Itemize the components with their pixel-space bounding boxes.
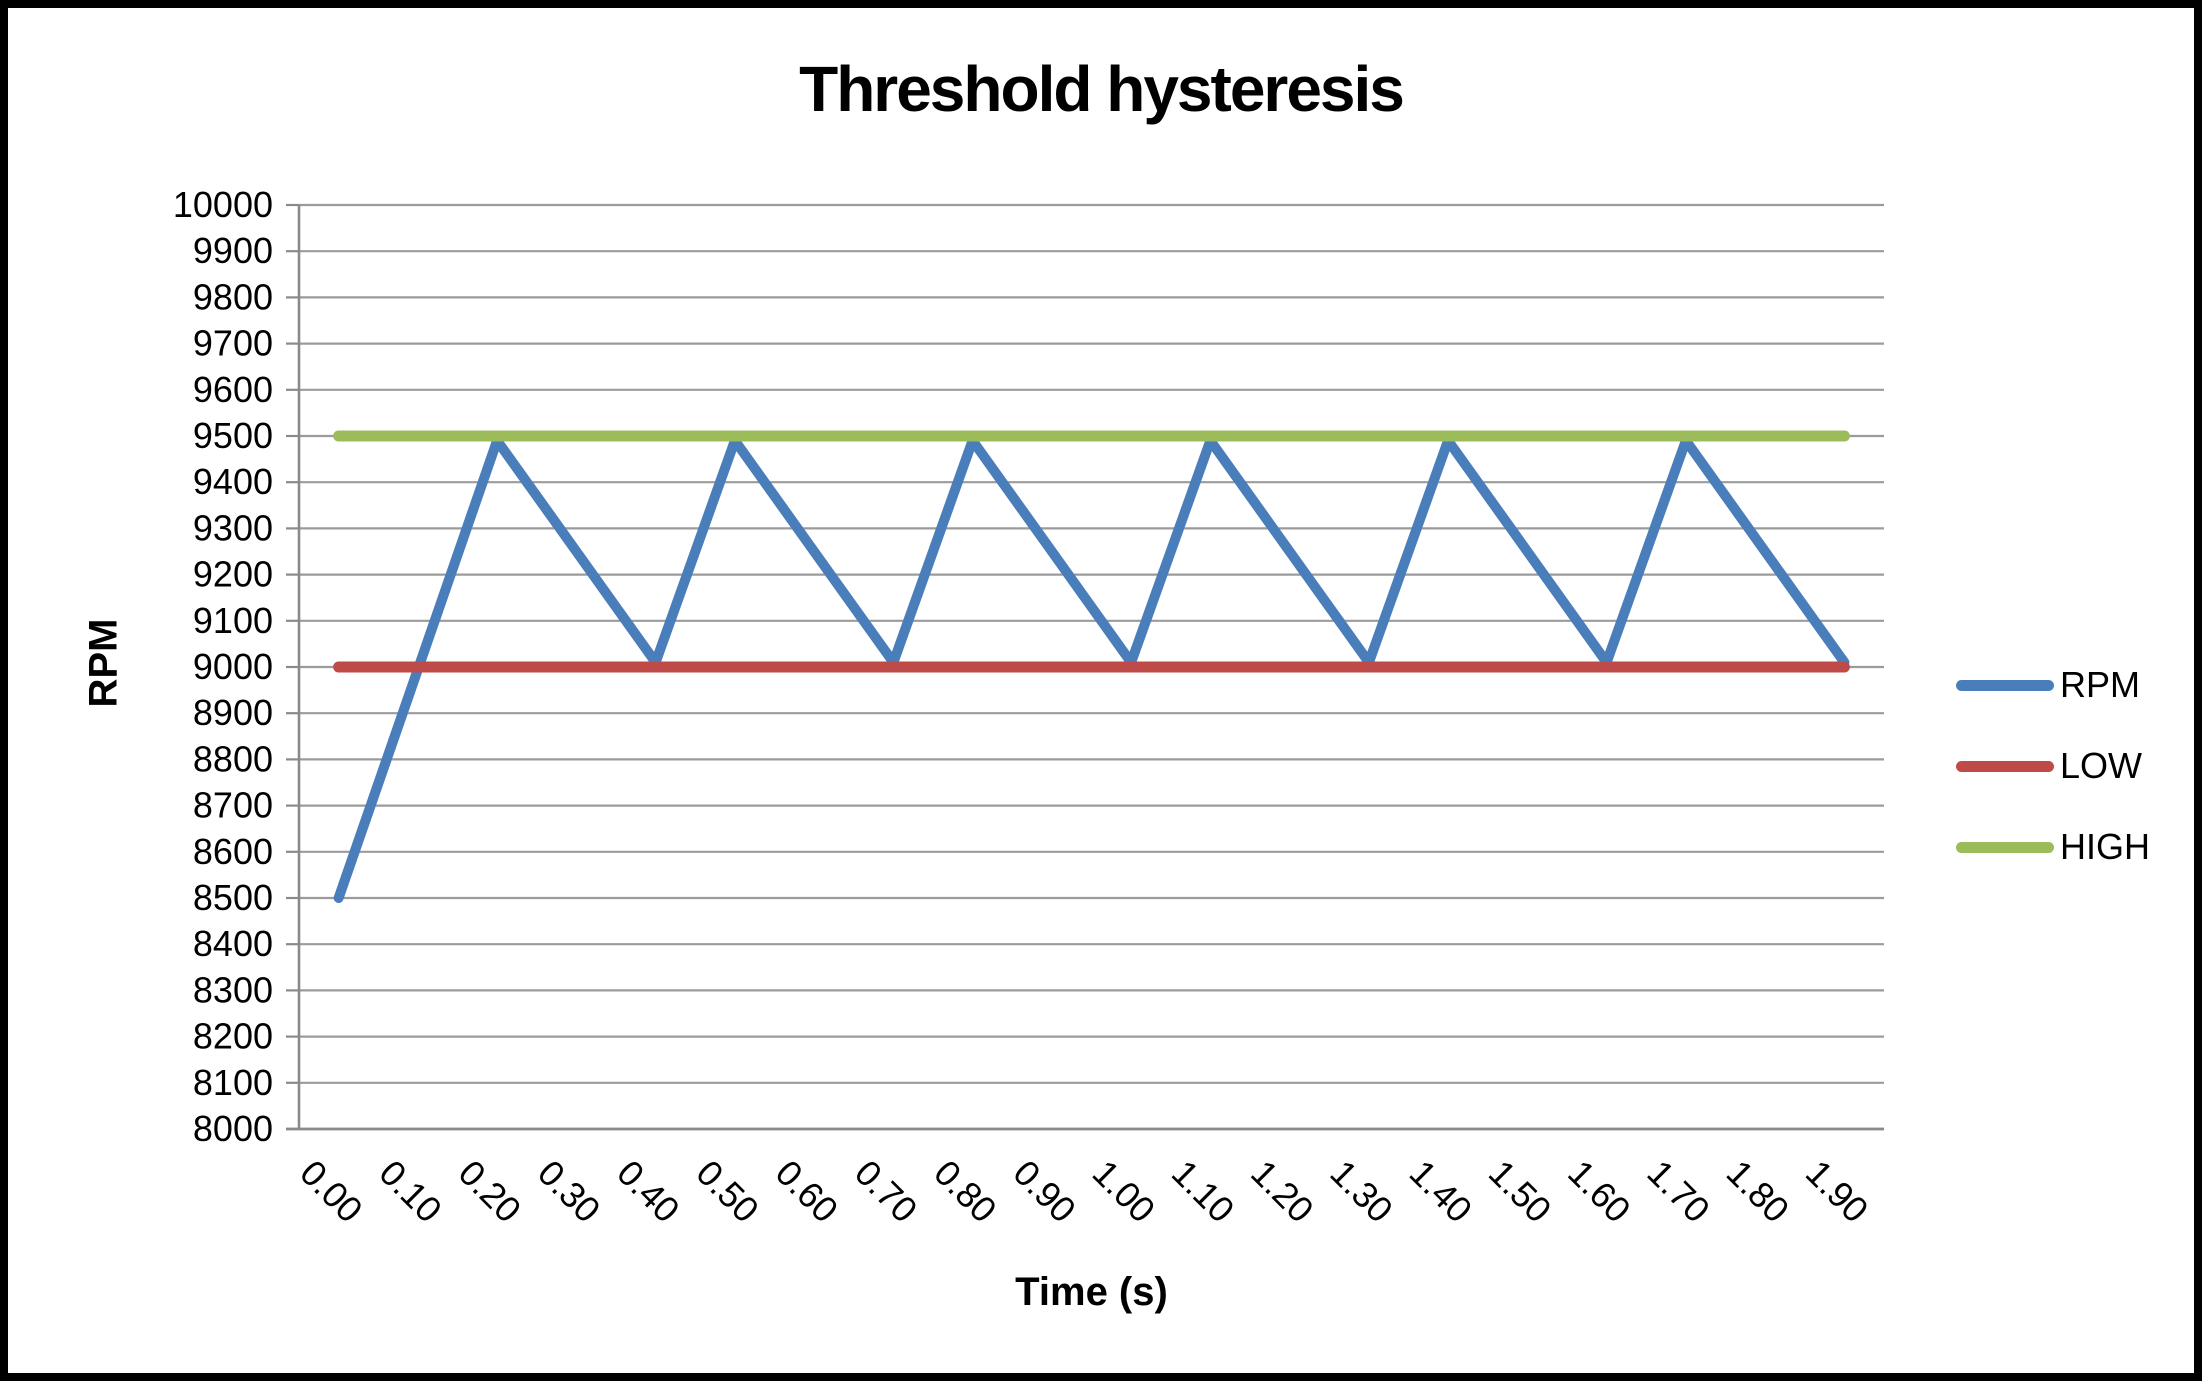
x-tick-label: 1.00 [1085, 1152, 1164, 1231]
y-tick-label: 8700 [193, 785, 273, 826]
x-tick-label: 0.00 [292, 1152, 371, 1231]
y-tick-label: 8300 [193, 969, 273, 1010]
y-tick-label: 9600 [193, 369, 273, 410]
y-tick-label: 9700 [193, 323, 273, 364]
y-tick-label: 9900 [193, 230, 273, 271]
legend-item-low: LOW [1956, 745, 2150, 786]
x-tick-label: 1.10 [1164, 1152, 1243, 1231]
x-tick-label: 0.60 [768, 1152, 847, 1231]
legend-swatch-rpm [1956, 679, 2054, 691]
x-tick-label: 1.90 [1798, 1152, 1877, 1231]
x-axis-title: Time (s) [1015, 1270, 1168, 1314]
y-tick-label: 9800 [193, 276, 273, 317]
x-tick-label: 1.40 [1402, 1152, 1481, 1231]
x-tick-label: 1.60 [1560, 1152, 1639, 1231]
legend-swatch-low [1956, 760, 2054, 772]
x-tick-label: 0.90 [1005, 1152, 1084, 1231]
y-tick-label: 8800 [193, 738, 273, 779]
legend-swatch-high [1956, 841, 2054, 853]
x-tick-label: 1.50 [1481, 1152, 1560, 1231]
x-tick-label: 0.40 [609, 1152, 688, 1231]
x-tick-label: 0.10 [371, 1152, 450, 1231]
legend-label: HIGH [2060, 826, 2150, 867]
legend-item-rpm: RPM [1956, 664, 2150, 705]
legend-item-high: HIGH [1956, 826, 2150, 867]
y-tick-label: 9400 [193, 461, 273, 502]
x-tick-label: 0.70 [847, 1152, 926, 1231]
legend: RPM LOW HIGH [1956, 664, 2150, 911]
y-tick-label: 8100 [193, 1062, 273, 1103]
x-tick-label: 0.20 [451, 1152, 530, 1231]
chart-title: Threshold hysteresis [799, 53, 1405, 125]
y-tick-label: 8500 [193, 877, 273, 918]
y-tick-label: 8000 [193, 1108, 273, 1149]
legend-label: LOW [2060, 745, 2143, 786]
y-tick-label: 8900 [193, 692, 273, 733]
y-tick-label: 9100 [193, 600, 273, 641]
x-tick-label: 0.80 [926, 1152, 1005, 1231]
x-tick-label: 1.30 [1322, 1152, 1401, 1231]
y-tick-label: 8400 [193, 923, 273, 964]
x-tick-label: 1.80 [1719, 1152, 1798, 1231]
series-line-rpm [333, 435, 1850, 903]
x-tick-label: 0.30 [530, 1152, 609, 1231]
y-tick-label: 8200 [193, 1016, 273, 1057]
x-tick-label: 1.70 [1639, 1152, 1718, 1231]
y-tick-label: 9000 [193, 646, 273, 687]
legend-label: RPM [2060, 664, 2140, 705]
plot-area: 10000 9900 9800 9700 9600 9500 9400 9300 9200 910… [173, 184, 1884, 1231]
x-tick-label: 0.50 [688, 1152, 767, 1231]
x-tick-label: 1.20 [1243, 1152, 1322, 1231]
y-tick-label: 9500 [193, 415, 273, 456]
y-tick-label: 9300 [193, 507, 273, 548]
y-tick-label: 9200 [193, 554, 273, 595]
y-tick-label: 8600 [193, 831, 273, 872]
y-tick-label: 10000 [173, 184, 273, 225]
